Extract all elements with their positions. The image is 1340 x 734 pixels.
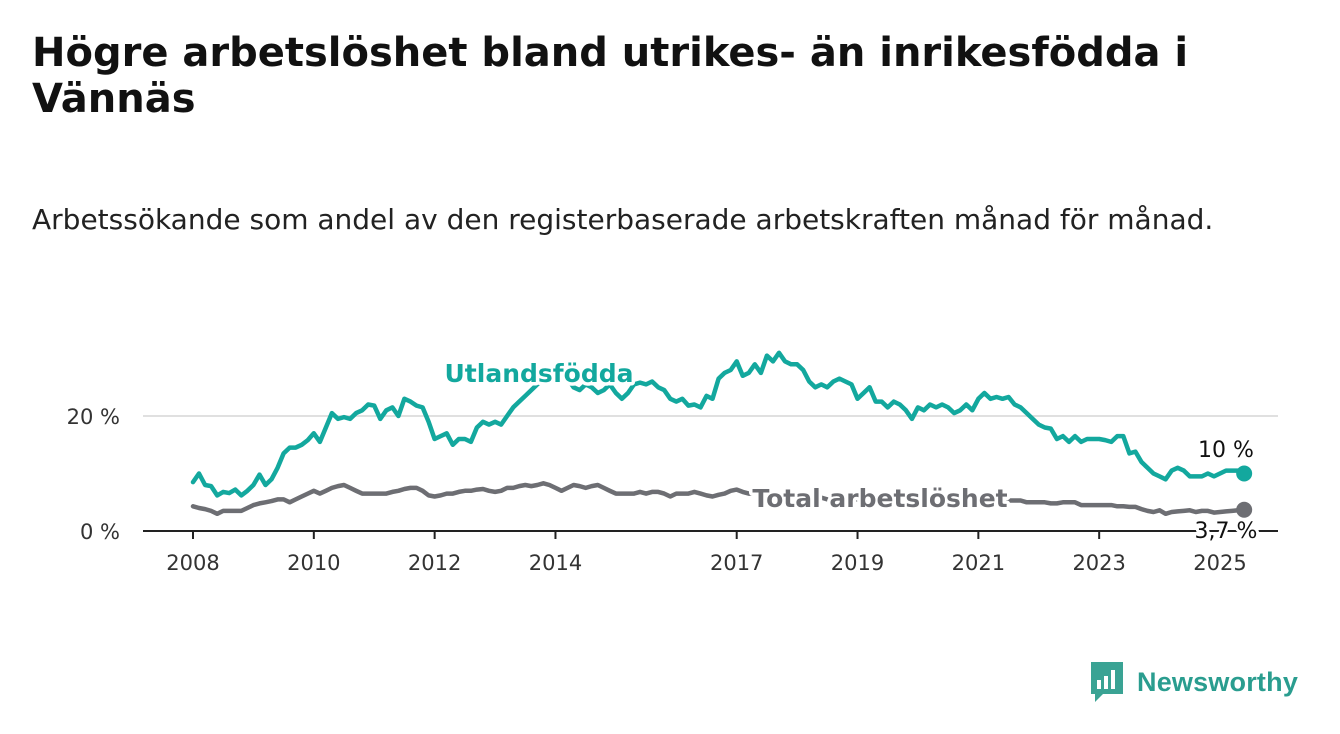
x-tick-label: 2021	[952, 551, 1005, 575]
series-label-total: Total arbetslöshet	[752, 484, 1007, 513]
x-tick-label: 2025	[1193, 551, 1246, 575]
y-tick-label: 20 %	[67, 405, 120, 429]
series-endpoint-utlandsfodda	[1236, 465, 1253, 482]
x-tick-label: 2019	[831, 551, 884, 575]
label-layer: 0 % 20 % 2008 2010 2012 2014 2017 2019 2021 2023 2…	[67, 356, 1261, 576]
newsworthy-logo: Newsworthy	[1089, 660, 1298, 704]
series-line-total	[190, 481, 1247, 517]
newsworthy-bar-chart-icon	[1091, 662, 1123, 702]
series-label-utlandsfodda: Utlandsfödda	[445, 359, 634, 388]
series-line-utlandsfodda	[190, 350, 1247, 498]
end-value-label-total: 3,7 %	[1195, 519, 1258, 544]
x-tick-label: 2017	[710, 551, 763, 575]
logo-text: Newsworthy	[1137, 666, 1299, 697]
chart-title: Högre arbetslöshet bland utrikes- än inr…	[32, 30, 1189, 122]
x-tick-label: 2008	[166, 551, 219, 575]
end-value-label-utlandsfodda: 10 %	[1198, 438, 1254, 463]
x-tick-label: 2023	[1072, 551, 1125, 575]
series-endpoint-total	[1236, 501, 1253, 518]
x-tick-label: 2014	[529, 551, 582, 575]
y-tick-label: 0 %	[80, 520, 120, 544]
x-tick-label: 2010	[287, 551, 340, 575]
series-layer	[190, 350, 1253, 518]
chart-subtitle: Arbetssökande som andel av den registerb…	[32, 203, 1214, 236]
x-tick-label: 2012	[408, 551, 461, 575]
